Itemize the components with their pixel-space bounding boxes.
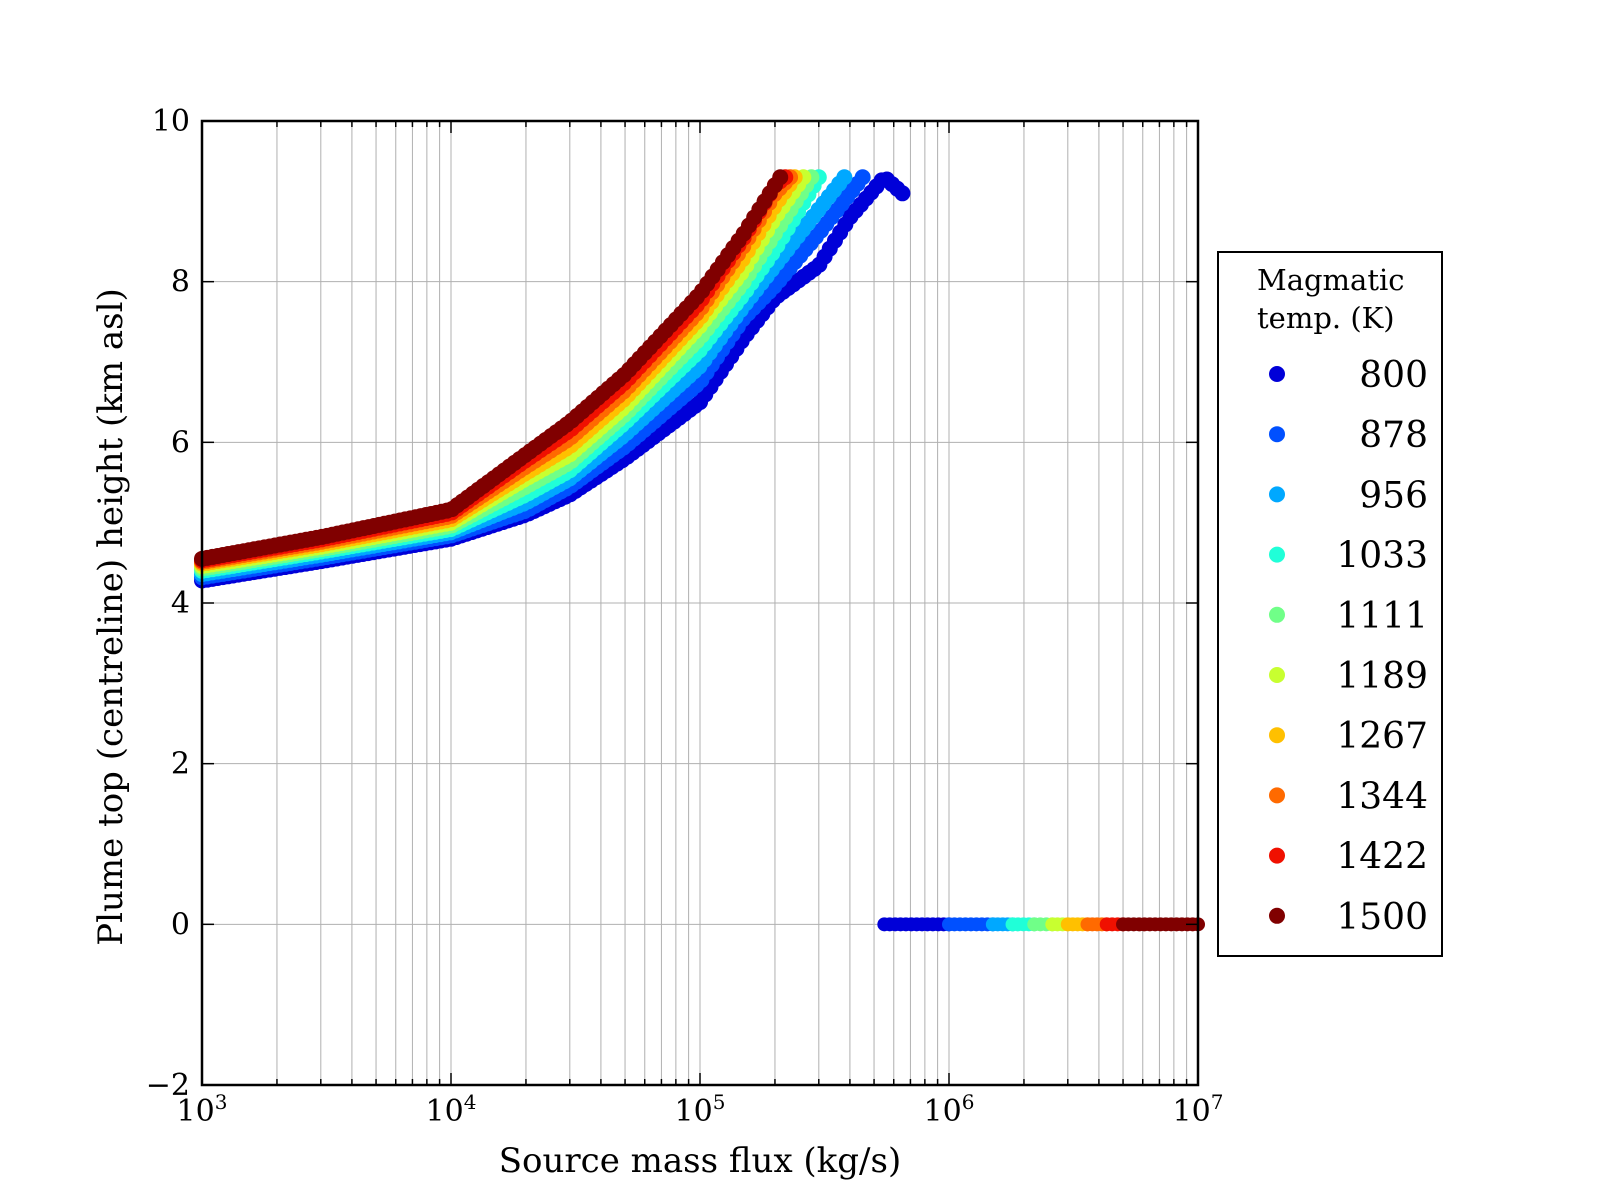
y-tick-label: 8 [171,265,190,300]
legend-marker [1269,426,1285,443]
legend-marker [1269,787,1285,804]
legend-marker [1269,366,1285,382]
grid-lines [202,121,1198,1085]
legend-marker [1269,667,1285,683]
data-point [836,169,853,186]
legend-label: 1267 [1336,716,1428,757]
legend-label: 1344 [1336,776,1428,817]
x-tick-label: 104 [426,1090,477,1129]
x-tick-labels: 103 104 105 106 107 [177,1090,1224,1129]
legend-marker [1269,546,1285,563]
data-point [894,185,911,202]
x-tick-label: 103 [177,1090,228,1129]
legend-label: 1422 [1336,837,1428,878]
legend-label: 956 [1359,475,1428,516]
legend-marker [1269,847,1285,864]
legend-label: 1111 [1336,596,1428,637]
x-axis-label: Source mass flux (kg/s) [499,1141,901,1181]
series-1500 [194,169,1205,932]
legend: Magmatic temp. (K) 800 878 956 1033 1111 1189… [1217,251,1443,957]
legend-box [1217,251,1443,957]
data-point [854,169,871,186]
y-tick-label: −2 [146,1068,190,1103]
data-point [772,169,789,186]
x-tick-label: 106 [924,1090,975,1129]
legend-label: 1500 [1336,897,1428,938]
legend-items: 800 878 956 1033 1111 1189 1267 1344 1422 1500 [1269,355,1428,938]
legend-title-line-2: temp. (K) [1257,301,1395,335]
legend-label: 878 [1359,415,1428,456]
data-points [194,169,1205,932]
x-tick-label: 107 [1173,1090,1224,1129]
x-tick-label: 105 [675,1090,726,1129]
legend-marker [1269,907,1285,924]
y-tick-labels: −2 0 2 4 6 8 10 [146,104,190,1103]
legend-label: 800 [1359,355,1428,396]
legend-marker [1269,486,1285,503]
y-tick-label: 0 [171,907,190,942]
y-tick-label: 2 [171,747,190,782]
legend-marker [1269,727,1285,744]
axis-ticks [201,120,1198,1086]
legend-label: 1189 [1336,656,1428,697]
y-axis-label: Plume top (centreline) height (km asl) [91,288,131,946]
y-tick-label: 10 [152,104,190,139]
y-tick-label: 4 [171,586,190,621]
legend-title-line-1: Magmatic [1257,263,1405,297]
legend-label: 1033 [1336,536,1428,577]
legend-marker [1269,606,1285,623]
y-tick-label: 6 [171,425,190,460]
